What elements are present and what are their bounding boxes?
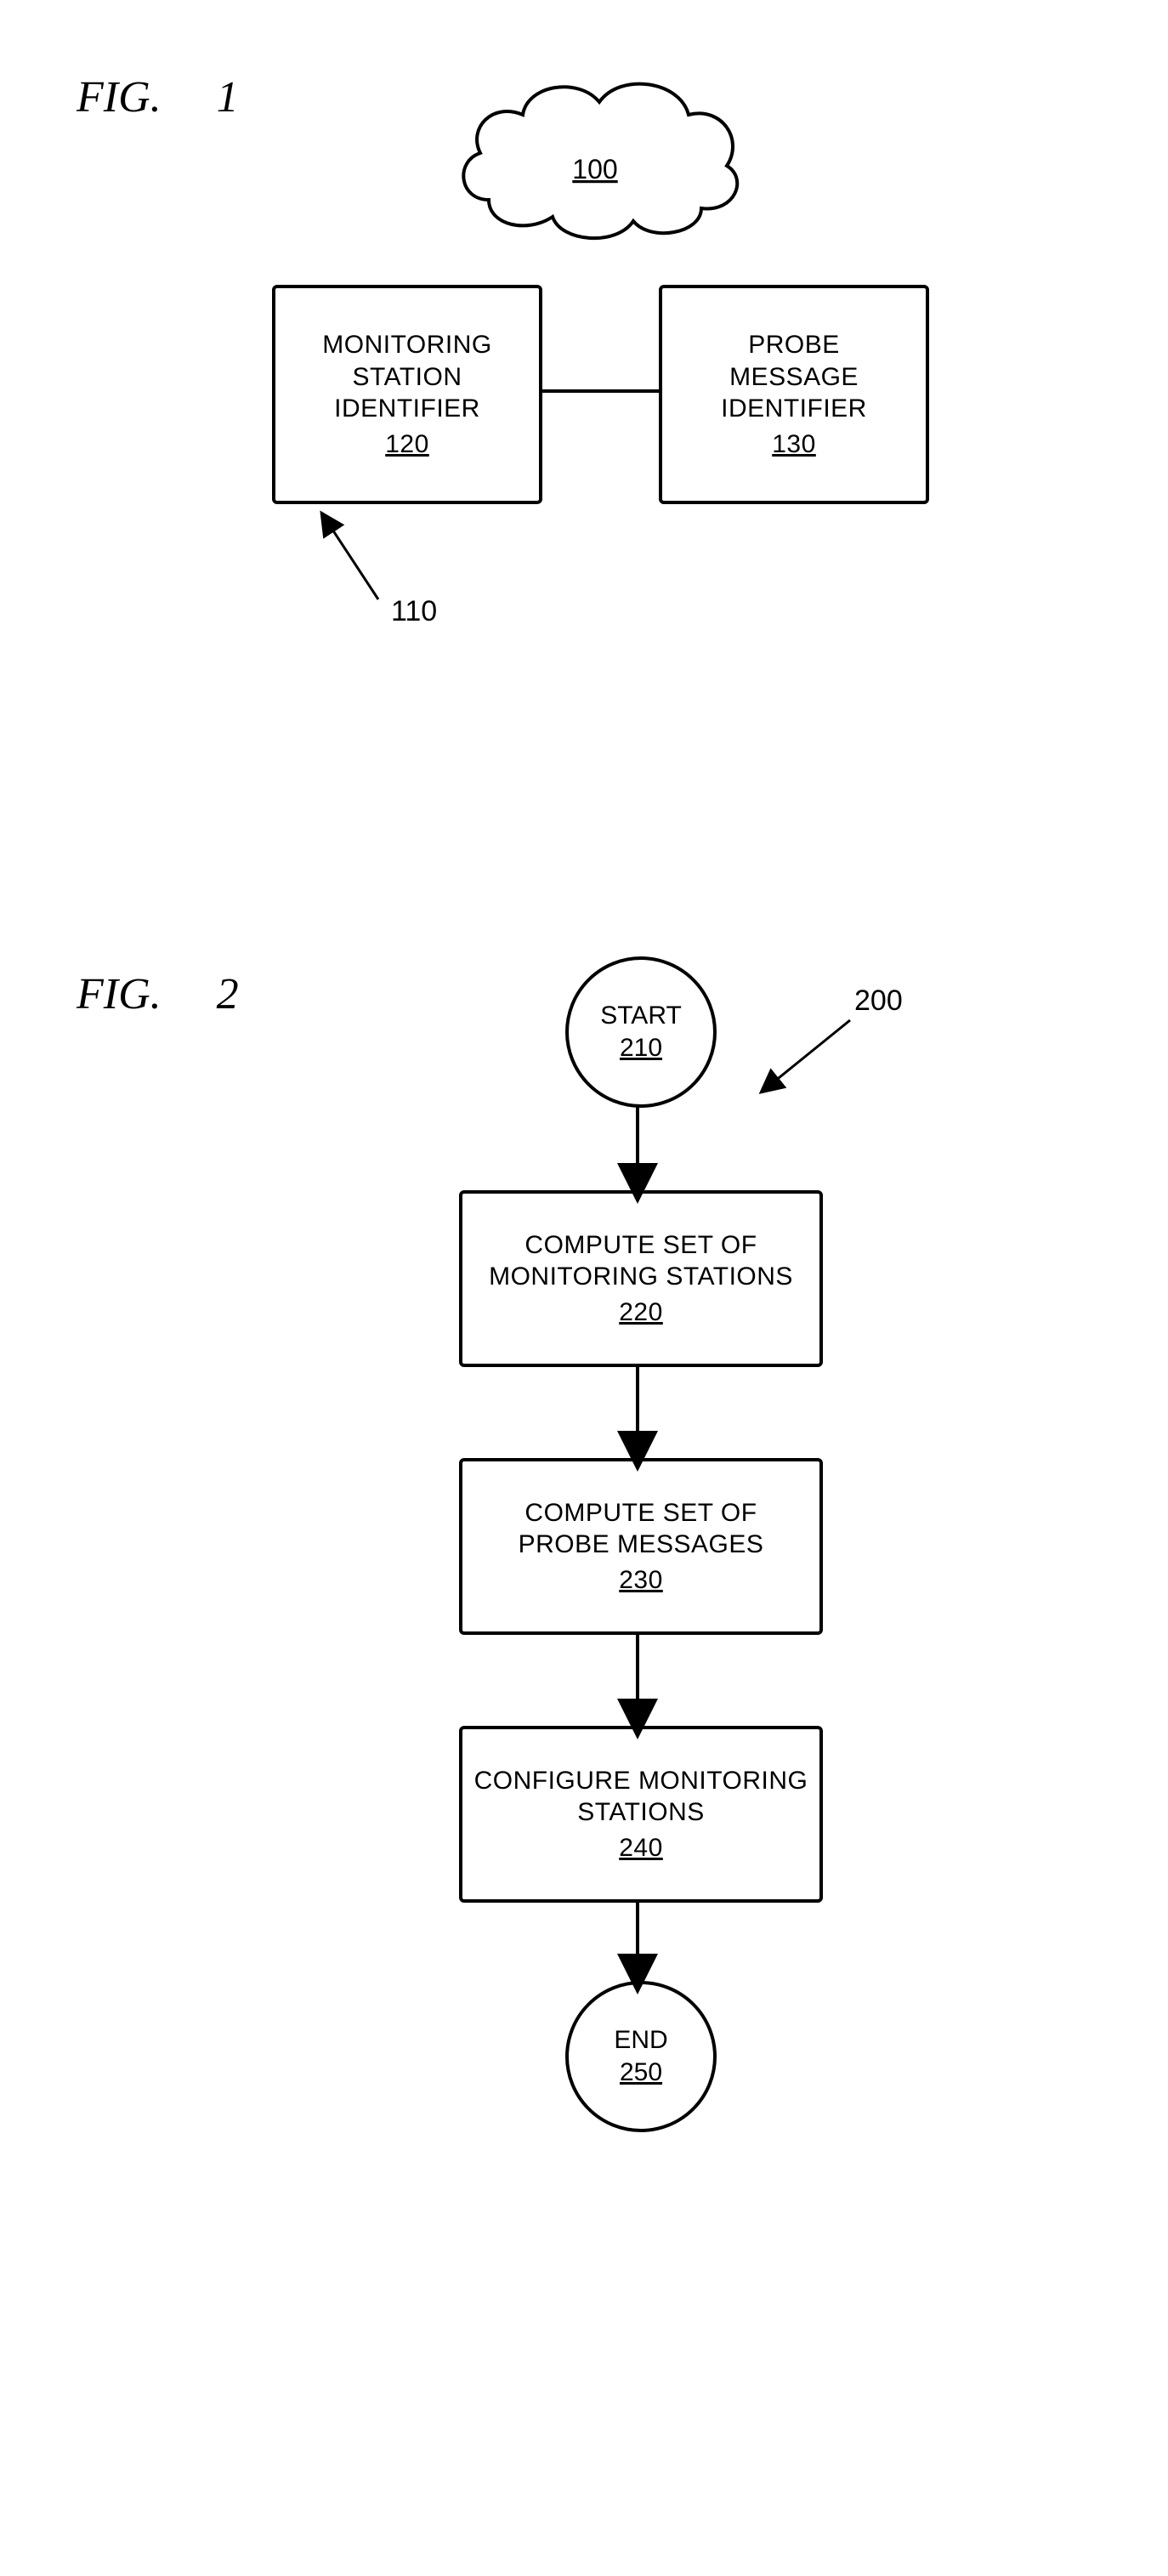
box-line: STATION [352, 361, 462, 394]
box-line: MONITORING [322, 329, 491, 361]
box-line: IDENTIFIER [334, 393, 480, 425]
fig2-label: FIG. 2 [77, 969, 239, 1019]
circle-label: START [600, 1001, 682, 1031]
fig2-start: START 210 [565, 956, 717, 1108]
fig1-label: FIG. 1 [77, 72, 239, 122]
fig2-flow-ref: 200 [854, 984, 903, 1018]
circle-label: END [614, 2025, 667, 2056]
box-line: PROBE [748, 329, 840, 361]
fig1-monitoring-station-box: MONITORING STATION IDENTIFIER 120 [272, 285, 542, 504]
fig1-cloud: 100 [442, 51, 748, 251]
box-ref: 120 [385, 428, 429, 461]
fig1-system-arrow [315, 506, 391, 608]
fig1-connector [539, 388, 659, 394]
circle-ref: 210 [620, 1033, 662, 1064]
fig2-flow-arrow [748, 1012, 867, 1105]
fig2-end: END 250 [565, 1981, 717, 2132]
box-ref: 130 [772, 428, 816, 461]
fig1-cloud-ref: 100 [572, 154, 617, 184]
fig1-system-ref: 110 [391, 595, 437, 628]
circle-ref: 250 [620, 2057, 662, 2088]
box-line: MESSAGE [729, 361, 859, 394]
box-line: IDENTIFIER [721, 393, 867, 425]
fig1-probe-message-box: PROBE MESSAGE IDENTIFIER 130 [659, 285, 929, 504]
fig2-arrows [629, 1101, 646, 1985]
